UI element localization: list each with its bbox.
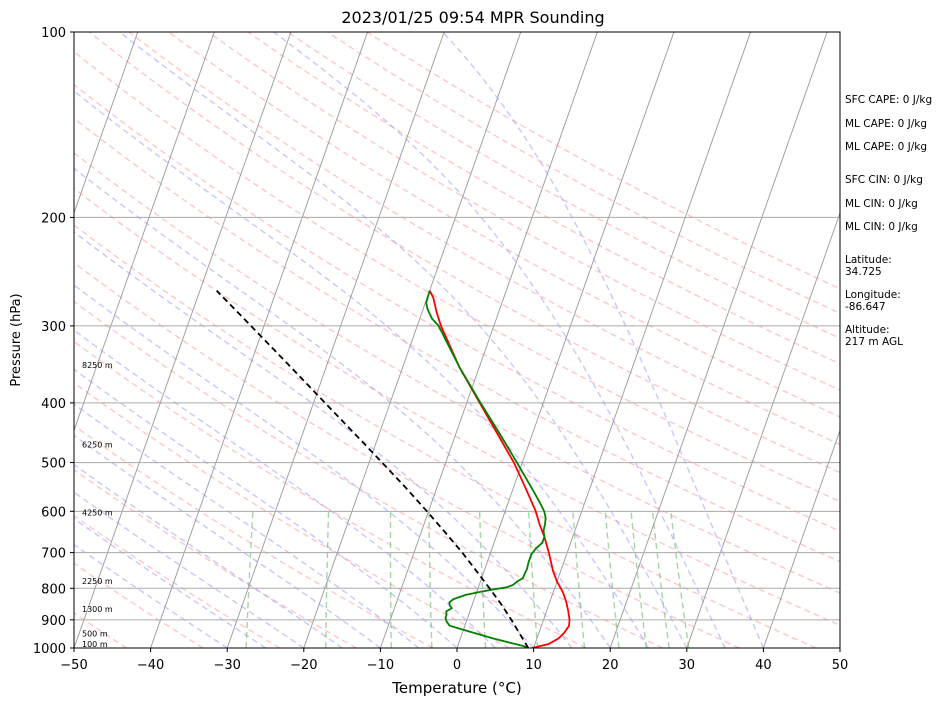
- longitude-value: -86.647: [845, 301, 886, 313]
- x-axis-label: Temperature (°C): [391, 679, 521, 697]
- x-tick-label: −20: [290, 658, 317, 673]
- moist-adiabat: [119, 32, 688, 648]
- height-label: 1300 m: [82, 605, 113, 614]
- dry-adiabat: [207, 32, 840, 391]
- isotherm: [609, 32, 828, 648]
- moist-adiabat: [74, 167, 611, 648]
- dry-adiabat: [74, 261, 740, 648]
- ml-cape-text-2: ML CAPE: 0 J/kg: [845, 141, 928, 153]
- x-tick-label: −40: [137, 658, 164, 673]
- dry-adiabat: [74, 382, 510, 648]
- moist-adiabat: [273, 32, 726, 648]
- mixing-ratio-line: [670, 511, 690, 648]
- moist-adiabat: [74, 403, 420, 648]
- isotherm: [303, 32, 522, 648]
- sfc-cape-text: SFC CAPE: 0 J/kg: [845, 94, 933, 106]
- dry-adiabat: [74, 224, 817, 648]
- isotherm: [74, 32, 292, 648]
- x-tick-label: −30: [213, 658, 240, 673]
- latitude-value: 34.725: [845, 266, 882, 278]
- isotherm: [686, 211, 840, 648]
- moist-adiabat: [74, 368, 458, 648]
- isotherm: [762, 429, 840, 648]
- isotherm: [150, 32, 368, 648]
- y-tick-label: 700: [41, 547, 66, 562]
- height-label: 2250 m: [82, 577, 113, 586]
- moist-adiabat: [74, 284, 535, 648]
- dry-adiabat: [128, 32, 840, 446]
- dry-adiabat: [74, 117, 840, 563]
- x-tick-label: 30: [679, 658, 696, 673]
- height-label: 4250 m: [82, 509, 113, 518]
- x-tick-label: 10: [525, 658, 542, 673]
- dry-adiabat: [74, 300, 663, 648]
- isotherm: [456, 32, 675, 648]
- height-label: 6250 m: [82, 440, 113, 449]
- ml-cin-text-1: ML CIN: 0 J/kg: [845, 198, 918, 210]
- altitude-value: 217 m AGL: [845, 336, 903, 348]
- dry-adiabat: [74, 50, 840, 503]
- y-tick-label: 600: [41, 505, 66, 520]
- mixing-ratio-line: [428, 511, 433, 648]
- mixing-ratio-line: [245, 511, 254, 648]
- mixing-ratio-line: [630, 511, 648, 648]
- y-tick-label: 500: [41, 457, 66, 472]
- moist-adiabat: [74, 231, 573, 648]
- dry-adiabat: [74, 562, 204, 648]
- isotherm: [74, 32, 139, 215]
- height-label: 100 m: [82, 640, 108, 649]
- ml-cin-text-2: ML CIN: 0 J/kg: [845, 221, 918, 233]
- isotherm: [533, 32, 751, 648]
- chart-title: 2023/01/25 09:54 MPR Sounding: [341, 8, 605, 27]
- ml-cape-text-1: ML CAPE: 0 J/kg: [845, 118, 928, 130]
- dry-adiabat: [74, 514, 281, 648]
- dewpoint-profile: [425, 290, 547, 648]
- x-tick-label: 50: [832, 658, 849, 673]
- sfc-cin-text: SFC CIN: 0 J/kg: [845, 174, 923, 186]
- height-label: 8250 m: [82, 361, 113, 370]
- moist-adiabat: [74, 463, 343, 648]
- parcel-profile: [216, 290, 530, 648]
- y-tick-label: 300: [41, 320, 66, 335]
- x-tick-label: 40: [755, 658, 772, 673]
- temperature-profile: [428, 290, 571, 648]
- x-tick-label: −10: [367, 658, 394, 673]
- mixing-ratio-line: [389, 511, 392, 648]
- dry-adiabat: [247, 32, 840, 365]
- dry-adiabat: [168, 32, 840, 418]
- moist-adiabat: [74, 434, 381, 648]
- x-tick-label: −50: [60, 658, 87, 673]
- isotherm: [379, 32, 598, 648]
- moist-adiabat: [74, 90, 650, 648]
- y-axis-label: Pressure (hPa): [9, 293, 24, 386]
- x-tick-label: 0: [453, 658, 461, 673]
- y-tick-label: 200: [41, 211, 66, 226]
- moist-adiabat: [74, 543, 228, 648]
- y-tick-label: 900: [41, 614, 66, 629]
- mixing-ratio-line: [604, 511, 620, 648]
- isotherm: [74, 32, 215, 432]
- y-tick-label: 800: [41, 582, 66, 597]
- mixing-ratio-line: [527, 511, 539, 648]
- dry-adiabat: [88, 32, 840, 474]
- longitude-label: Longitude:: [845, 289, 901, 301]
- dry-adiabat: [74, 152, 840, 594]
- y-tick-label: 100: [41, 26, 66, 41]
- y-tick-label: 1000: [33, 642, 66, 657]
- dry-adiabat: [74, 187, 840, 627]
- altitude-label: Altitude:: [845, 324, 890, 336]
- dry-adiabat: [74, 83, 840, 532]
- moist-adiabat: [442, 32, 765, 648]
- y-tick-label: 400: [41, 397, 66, 412]
- height-label: 500 m: [82, 630, 108, 639]
- isotherm: [226, 32, 445, 648]
- latitude-label: Latitude:: [845, 254, 892, 266]
- x-tick-label: 20: [602, 658, 619, 673]
